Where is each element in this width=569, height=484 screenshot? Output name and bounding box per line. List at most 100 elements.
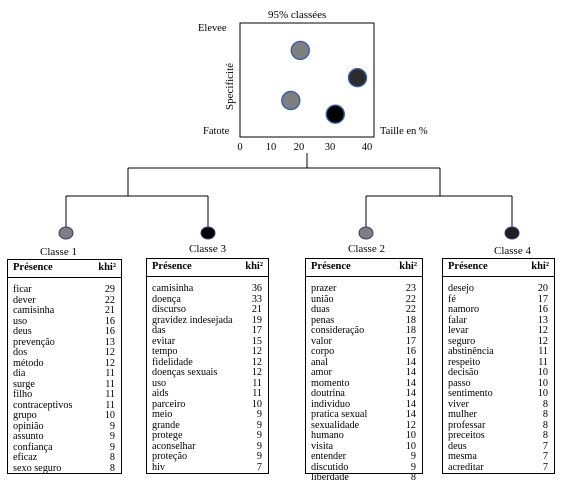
- list-item: deus 7: [443, 441, 554, 453]
- term: hiv: [152, 461, 166, 473]
- term: viver: [448, 398, 469, 410]
- list-item: doutrina 14: [306, 388, 422, 400]
- term: anal: [311, 356, 328, 368]
- khi-value: 10: [537, 367, 548, 378]
- list-item: surge 11: [8, 378, 121, 391]
- khi-value: 8: [410, 472, 416, 483]
- khi-value: 11: [538, 356, 548, 368]
- list-item: liberdade 8: [306, 472, 422, 484]
- term: penas: [311, 314, 335, 326]
- term: individuo: [311, 398, 351, 410]
- khi-value: 7: [542, 451, 548, 462]
- term: aids: [152, 388, 169, 399]
- term: liberdade: [311, 472, 349, 483]
- node-c2: [358, 226, 374, 240]
- term: fidelidade: [152, 356, 193, 368]
- khi-value: 14: [405, 398, 416, 410]
- list-item: duas 22: [306, 304, 422, 316]
- khi-value: 33: [251, 293, 262, 305]
- tick-label: 20: [294, 142, 305, 153]
- list-item: prazer 23: [306, 283, 422, 295]
- list-item: discurso 21: [147, 304, 268, 316]
- list-item: discutido 9: [306, 462, 422, 474]
- list-item: deus 16: [8, 326, 121, 338]
- khi-value: 10: [537, 377, 548, 389]
- list-item: camisinha 36: [147, 283, 268, 295]
- header-khi: khi²: [98, 262, 116, 273]
- term: mulher: [448, 409, 477, 420]
- term: duas: [311, 304, 330, 315]
- term: parceiro: [152, 398, 186, 410]
- khi-value: 14: [405, 356, 416, 368]
- khi-value: 14: [405, 388, 416, 399]
- khi-value: 9: [256, 440, 262, 452]
- term: surge: [13, 378, 35, 390]
- khi-value: 8: [109, 452, 115, 463]
- khi-value: 12: [537, 325, 548, 336]
- header-khi: khi²: [531, 261, 549, 272]
- list-item: assunto 9: [8, 431, 121, 443]
- list-item: gravidez indesejada 19: [147, 314, 268, 327]
- list-item: fé 17: [443, 294, 554, 306]
- term: tempo: [152, 346, 178, 357]
- tick-label: 30: [325, 142, 336, 153]
- term: acreditar: [448, 461, 484, 473]
- term: dia: [13, 368, 26, 379]
- khi-value: 13: [537, 314, 548, 326]
- list-item: professar 8: [443, 419, 554, 432]
- list-item: penas 18: [306, 314, 422, 327]
- term: professar: [448, 419, 486, 431]
- term: respeito: [448, 356, 481, 368]
- node-c4: [504, 226, 520, 240]
- khi-value: 7: [256, 461, 262, 473]
- khi-value: 21: [251, 304, 262, 315]
- khi-value: 11: [105, 368, 115, 379]
- list-item: namoro 16: [443, 304, 554, 316]
- term: namoro: [448, 304, 480, 315]
- list-item: grupo 10: [8, 410, 121, 422]
- list-item: humano 10: [306, 430, 422, 442]
- list-item: mulher 8: [443, 409, 554, 421]
- khi-value: 9: [256, 451, 262, 462]
- header-khi: khi²: [245, 261, 263, 272]
- node-c1: [58, 226, 74, 240]
- khi-value: 12: [251, 346, 262, 357]
- term: grande: [152, 419, 180, 431]
- tick-label: 10: [266, 142, 277, 153]
- term: deus: [13, 326, 32, 337]
- term: gravidez indesejada: [152, 314, 233, 326]
- khi-value: 10: [104, 410, 115, 421]
- list-item: momento 14: [306, 377, 422, 390]
- khi-value: 16: [537, 304, 548, 315]
- header-presence: Présence: [448, 261, 488, 272]
- term: amor: [311, 367, 332, 378]
- term: dever: [13, 294, 36, 306]
- term: protege: [152, 430, 183, 441]
- khi-value: 9: [256, 419, 262, 431]
- term: mesma: [448, 451, 477, 462]
- khi-value: 11: [252, 377, 262, 389]
- khi-value: 17: [251, 325, 262, 336]
- class-1-box: Présence khi² ficar 29 dever 22 camisinha 21 u…: [7, 259, 122, 474]
- list-item: visita 10: [306, 441, 422, 453]
- khi-value: 19: [251, 314, 262, 326]
- list-item: opinião 9: [8, 421, 121, 433]
- term: das: [152, 325, 166, 336]
- class-3-label: Classe 3: [189, 243, 226, 255]
- list-item: doenças sexuais 12: [147, 367, 268, 379]
- list-item: tempo 12: [147, 346, 268, 358]
- term: seguro: [448, 335, 476, 347]
- khi-value: 12: [251, 367, 262, 378]
- point-classe-2: [290, 40, 310, 61]
- list-item: preceitos 8: [443, 430, 554, 442]
- khi-value: 8: [542, 419, 548, 431]
- khi-value: 12: [104, 347, 115, 358]
- class-1-rows: ficar 29 dever 22 camisinha 21 uso 16 deus 16 prev…: [8, 278, 121, 474]
- list-item: dos 12: [8, 347, 121, 359]
- term: uso: [152, 377, 167, 389]
- class-3-header: Présence khi²: [147, 259, 268, 277]
- list-item: anal 14: [306, 356, 422, 369]
- term: assunto: [13, 431, 44, 442]
- term: momento: [311, 377, 350, 389]
